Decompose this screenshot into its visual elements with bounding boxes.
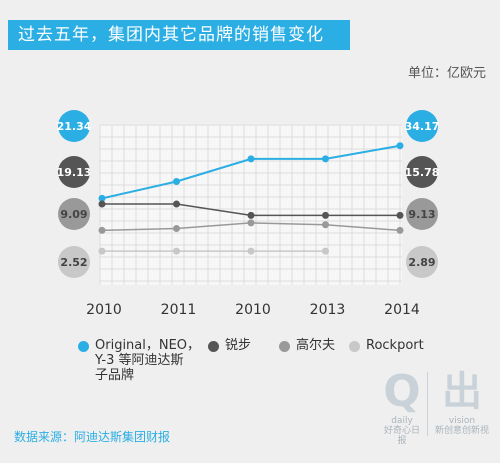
start-value-badge-label: 19.13 xyxy=(57,166,92,179)
vision-logo: 出 vision 新创意创新视 xyxy=(434,369,489,436)
dot-icon xyxy=(349,341,360,352)
x-tick-label: 2011 xyxy=(161,302,197,318)
data-point xyxy=(396,226,404,234)
x-tick-label: 2014 xyxy=(384,302,420,318)
legend-item-original: Original，NEO， Y-3 等阿迪达斯 子品牌 xyxy=(78,338,200,383)
data-point xyxy=(247,155,255,163)
data-point xyxy=(247,211,255,219)
data-point xyxy=(247,219,255,227)
start-value-badge xyxy=(58,246,90,278)
data-point xyxy=(98,247,106,255)
legend-label: 锐步 xyxy=(225,338,252,353)
legend-label: Original，NEO， Y-3 等阿迪达斯 子品牌 xyxy=(95,338,201,383)
end-value-badge xyxy=(406,156,438,188)
x-tick-label: 2013 xyxy=(310,302,346,318)
dot-icon xyxy=(208,341,219,352)
data-point xyxy=(173,177,180,185)
start-value-badge xyxy=(58,198,90,230)
dot-icon xyxy=(78,341,89,352)
data-point xyxy=(396,142,404,150)
end-value-badge-label: 34.17 xyxy=(405,120,440,133)
daily-logo: Q daily 好奇心日报 xyxy=(383,366,421,447)
line-chart: 2010 2011 2010 2013 2014 21.34 34.17 19.13 15.78… xyxy=(57,110,440,318)
data-point xyxy=(173,200,180,208)
start-value-badge-label: 21.34 xyxy=(57,120,92,133)
legend-label: Rockport xyxy=(366,338,424,353)
legend-item-rockport: Rockport xyxy=(349,338,424,353)
x-tick-label: 2010 xyxy=(86,302,122,318)
data-source: 数据来源：阿迪达斯集团财报 xyxy=(14,430,171,444)
data-point xyxy=(98,226,106,234)
data-point xyxy=(173,225,180,233)
end-value-badge-label: 9.13 xyxy=(408,208,435,221)
dot-icon xyxy=(279,341,290,352)
legend-label: 高尔夫 xyxy=(296,338,336,353)
data-point xyxy=(322,221,329,229)
start-value-badge-label: 9.09 xyxy=(60,208,87,221)
start-value-badge-label: 2.52 xyxy=(60,256,87,269)
data-point xyxy=(247,247,255,255)
chart-legend: Original，NEO， Y-3 等阿迪达斯 子品牌 锐步 高尔夫 Rockp… xyxy=(78,338,498,388)
data-point xyxy=(322,155,329,163)
data-point xyxy=(322,211,329,219)
end-value-badge xyxy=(406,198,438,230)
chart-title: 过去五年，集团内其它品牌的销售变化 xyxy=(8,20,350,50)
data-point xyxy=(396,211,404,219)
end-value-badge xyxy=(406,110,438,142)
logo-divider xyxy=(427,372,428,436)
end-value-badge xyxy=(406,246,438,278)
unit-label: 单位：亿欧元 xyxy=(407,66,486,81)
legend-item-golf: 高尔夫 xyxy=(279,338,335,353)
start-value-badge xyxy=(58,110,90,142)
end-value-badge-label: 2.89 xyxy=(408,256,435,269)
data-point xyxy=(98,200,106,208)
end-value-badge-label: 15.78 xyxy=(405,166,440,179)
data-point xyxy=(322,247,329,255)
start-value-badge xyxy=(58,156,90,188)
data-point xyxy=(173,247,180,255)
data-point xyxy=(98,194,106,202)
legend-item-reebok: 锐步 xyxy=(208,338,251,353)
x-tick-label: 2010 xyxy=(235,302,271,318)
